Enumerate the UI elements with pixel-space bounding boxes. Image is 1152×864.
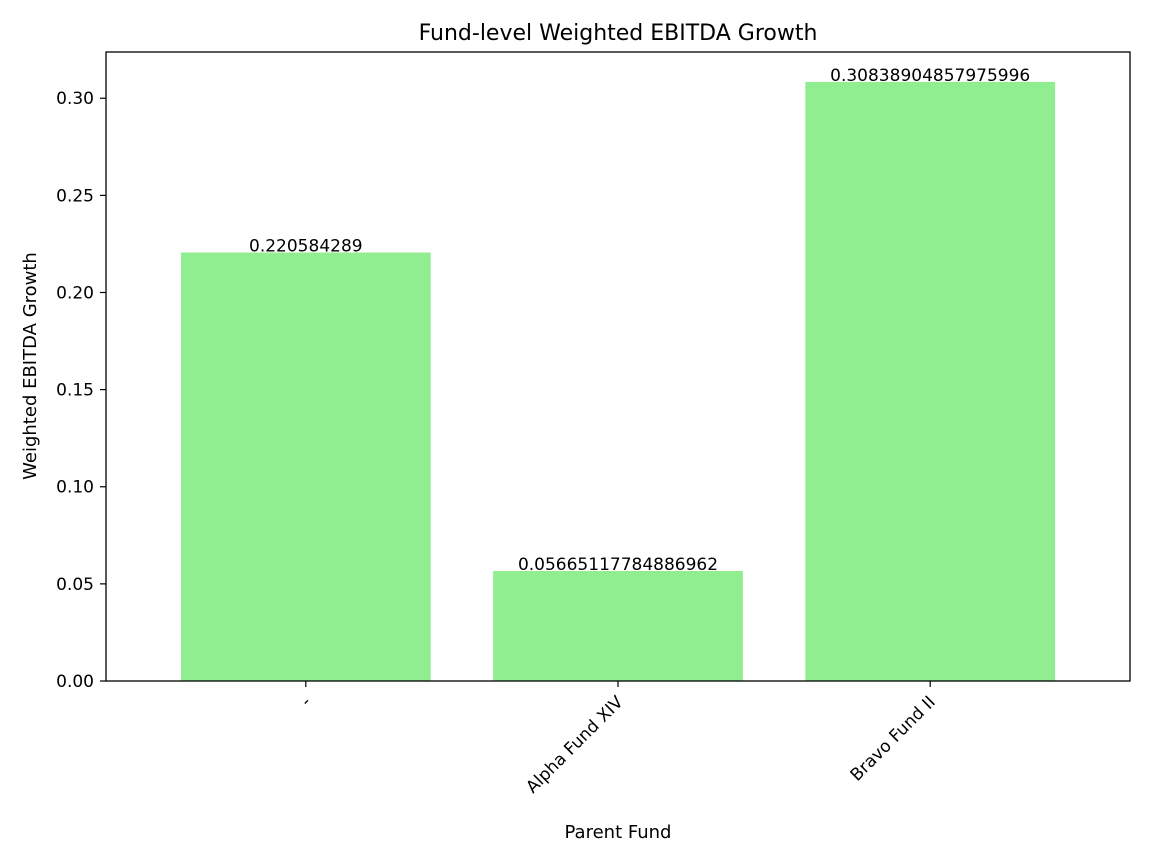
- y-tick-label-1: 0.05: [56, 575, 94, 595]
- y-tick-label-6: 0.30: [56, 89, 94, 109]
- data-label-0: 0.220584289: [249, 237, 363, 257]
- y-axis-title: Weighted EBITDA Growth: [20, 252, 41, 480]
- bar-1: [493, 570, 743, 681]
- chart-title: Fund-level Weighted EBITDA Growth: [419, 21, 818, 46]
- y-tick-label-0: 0.00: [56, 672, 94, 692]
- plot-frame: [105, 51, 1131, 682]
- y-tick-label-5: 0.25: [56, 186, 94, 206]
- bars: 0.220584289 0.05665117784886962 0.30838904…: [180, 66, 1056, 682]
- y-tick-label-4: 0.20: [56, 283, 94, 303]
- x-tick-label-1: Alpha Fund XIV: [522, 692, 627, 797]
- bar-0: [180, 252, 431, 681]
- x-tick-label-0: -: [297, 692, 315, 710]
- x-axis-title: Parent Fund: [565, 822, 672, 843]
- x-tick-label-2: Bravo Fund II: [847, 692, 940, 785]
- data-label-2: 0.30838904857975996: [830, 66, 1030, 86]
- x-axis: - Alpha Fund XIV Bravo Fund II: [297, 681, 940, 797]
- data-label-1: 0.05665117784886962: [518, 555, 718, 575]
- y-tick-label-3: 0.15: [56, 381, 94, 401]
- y-axis: 0.00 0.05 0.10 0.15 0.20 0.25 0.30: [56, 89, 106, 692]
- bar-2: [805, 81, 1056, 682]
- y-tick-label-2: 0.10: [56, 478, 94, 498]
